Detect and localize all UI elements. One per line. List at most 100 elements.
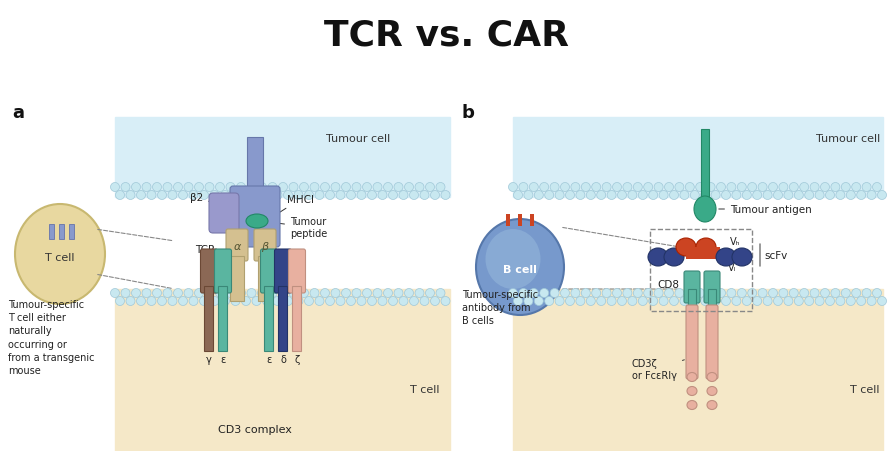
Circle shape <box>633 289 642 298</box>
Circle shape <box>226 183 235 192</box>
Circle shape <box>778 183 787 192</box>
Circle shape <box>746 289 755 298</box>
Circle shape <box>565 191 574 200</box>
Circle shape <box>866 297 875 306</box>
Circle shape <box>799 183 808 192</box>
Circle shape <box>236 183 245 192</box>
Circle shape <box>840 183 849 192</box>
Circle shape <box>695 183 704 192</box>
Circle shape <box>741 297 750 306</box>
Circle shape <box>648 191 657 200</box>
Circle shape <box>820 289 829 298</box>
Circle shape <box>846 191 855 200</box>
Circle shape <box>278 183 287 192</box>
Circle shape <box>726 183 735 192</box>
Text: Tumour cell: Tumour cell <box>814 133 879 144</box>
Circle shape <box>846 297 855 306</box>
Circle shape <box>137 297 146 306</box>
Text: scFv: scFv <box>763 250 787 260</box>
Circle shape <box>388 297 397 306</box>
Circle shape <box>283 297 292 306</box>
Circle shape <box>373 289 382 298</box>
Circle shape <box>528 289 537 298</box>
Circle shape <box>550 183 559 192</box>
Circle shape <box>320 289 329 298</box>
Circle shape <box>716 183 725 192</box>
Circle shape <box>628 297 637 306</box>
Text: Tumour antigen: Tumour antigen <box>718 205 811 215</box>
Circle shape <box>876 191 886 200</box>
Circle shape <box>342 183 350 192</box>
Circle shape <box>705 289 714 298</box>
Circle shape <box>215 289 224 298</box>
Text: T cell: T cell <box>849 384 879 394</box>
Ellipse shape <box>246 215 267 229</box>
Circle shape <box>586 297 595 306</box>
Circle shape <box>580 183 590 192</box>
Bar <box>265 286 274 351</box>
Circle shape <box>309 289 318 298</box>
Ellipse shape <box>687 387 696 396</box>
Circle shape <box>262 297 271 306</box>
Ellipse shape <box>715 249 735 267</box>
Circle shape <box>711 297 720 306</box>
Circle shape <box>252 191 261 200</box>
Circle shape <box>658 297 667 306</box>
Text: Vₗ: Vₗ <box>727 262 736 272</box>
Circle shape <box>814 191 823 200</box>
FancyBboxPatch shape <box>260 249 277 293</box>
Circle shape <box>575 191 585 200</box>
Circle shape <box>351 183 360 192</box>
FancyBboxPatch shape <box>288 249 305 293</box>
Text: T cell: T cell <box>410 384 440 394</box>
Circle shape <box>220 191 229 200</box>
Bar <box>59 225 64 239</box>
Bar <box>505 215 510 226</box>
Circle shape <box>658 191 667 200</box>
Circle shape <box>679 191 688 200</box>
Circle shape <box>346 191 355 200</box>
Circle shape <box>241 297 250 306</box>
Circle shape <box>147 297 156 306</box>
Circle shape <box>508 183 517 192</box>
Circle shape <box>383 183 392 192</box>
Circle shape <box>685 289 694 298</box>
FancyBboxPatch shape <box>215 249 232 293</box>
Circle shape <box>633 183 642 192</box>
Circle shape <box>637 297 646 306</box>
Circle shape <box>716 289 725 298</box>
Circle shape <box>273 191 282 200</box>
Circle shape <box>866 191 875 200</box>
Circle shape <box>178 297 187 306</box>
Circle shape <box>856 191 864 200</box>
Circle shape <box>809 183 818 192</box>
Circle shape <box>534 297 543 306</box>
Text: Tumour-specific
antibody from
B cells: Tumour-specific antibody from B cells <box>461 290 537 326</box>
Circle shape <box>231 191 240 200</box>
Circle shape <box>554 191 563 200</box>
Circle shape <box>199 297 208 306</box>
Circle shape <box>560 289 569 298</box>
Bar <box>700 130 708 199</box>
Circle shape <box>205 289 214 298</box>
Circle shape <box>289 183 298 192</box>
Circle shape <box>534 191 543 200</box>
Circle shape <box>591 183 600 192</box>
Circle shape <box>404 289 413 298</box>
Circle shape <box>325 297 334 306</box>
Circle shape <box>622 183 631 192</box>
Bar <box>49 225 54 239</box>
Circle shape <box>513 297 522 306</box>
Circle shape <box>267 183 276 192</box>
Circle shape <box>220 297 229 306</box>
Text: a: a <box>12 104 24 122</box>
Circle shape <box>110 183 120 192</box>
Circle shape <box>726 289 735 298</box>
Circle shape <box>685 183 694 192</box>
Text: ε: ε <box>220 354 225 364</box>
Circle shape <box>304 297 313 306</box>
Circle shape <box>241 191 250 200</box>
Circle shape <box>210 297 219 306</box>
Circle shape <box>763 191 772 200</box>
Circle shape <box>570 183 579 192</box>
